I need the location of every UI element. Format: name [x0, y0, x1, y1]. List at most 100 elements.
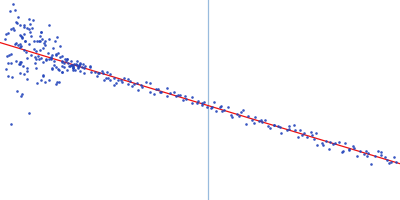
Point: [314, 144, 321, 147]
Point: [267, 126, 273, 129]
Point: [54, 36, 60, 39]
Point: [59, 60, 65, 63]
Point: [26, 27, 32, 30]
Point: [296, 129, 303, 132]
Point: [18, 95, 24, 98]
Point: [56, 69, 62, 72]
Point: [152, 88, 159, 91]
Point: [354, 154, 360, 157]
Point: [111, 76, 117, 79]
Point: [363, 150, 369, 153]
Point: [61, 61, 68, 65]
Point: [92, 71, 98, 74]
Point: [17, 62, 24, 65]
Point: [72, 62, 79, 65]
Point: [63, 60, 69, 63]
Point: [75, 66, 82, 69]
Point: [40, 46, 46, 49]
Point: [23, 50, 29, 54]
Point: [271, 123, 277, 126]
Point: [34, 81, 40, 85]
Point: [8, 62, 15, 65]
Point: [33, 66, 39, 69]
Point: [295, 135, 301, 138]
Point: [248, 119, 255, 122]
Point: [372, 154, 378, 157]
Point: [42, 44, 48, 47]
Point: [138, 83, 144, 86]
Point: [36, 39, 42, 42]
Point: [5, 31, 11, 34]
Point: [235, 114, 242, 118]
Point: [199, 103, 205, 106]
Point: [111, 84, 117, 87]
Point: [53, 53, 59, 56]
Point: [95, 71, 102, 74]
Point: [126, 79, 133, 83]
Point: [32, 55, 38, 58]
Point: [252, 115, 258, 118]
Point: [219, 110, 226, 113]
Point: [147, 81, 153, 85]
Point: [346, 147, 352, 150]
Point: [14, 21, 20, 24]
Point: [326, 147, 332, 150]
Point: [374, 149, 381, 152]
Point: [61, 65, 67, 69]
Point: [265, 124, 271, 127]
Point: [40, 60, 46, 63]
Point: [300, 131, 307, 135]
Point: [27, 30, 33, 34]
Point: [18, 35, 24, 38]
Point: [211, 101, 218, 104]
Point: [16, 63, 23, 66]
Point: [64, 57, 70, 60]
Point: [67, 65, 73, 68]
Point: [391, 155, 397, 158]
Point: [245, 115, 252, 118]
Point: [255, 120, 262, 123]
Point: [88, 71, 94, 74]
Point: [164, 95, 170, 98]
Point: [40, 73, 46, 76]
Point: [323, 139, 329, 142]
Point: [10, 27, 17, 30]
Point: [52, 52, 59, 55]
Point: [70, 64, 76, 67]
Point: [76, 63, 83, 66]
Point: [225, 106, 231, 109]
Point: [113, 81, 119, 85]
Point: [277, 132, 284, 135]
Point: [28, 26, 35, 30]
Point: [103, 70, 110, 73]
Point: [70, 65, 76, 68]
Point: [193, 101, 200, 104]
Point: [194, 99, 201, 102]
Point: [77, 61, 83, 64]
Point: [36, 57, 43, 60]
Point: [48, 53, 55, 57]
Point: [308, 133, 315, 136]
Point: [35, 55, 41, 58]
Point: [48, 56, 54, 59]
Point: [18, 92, 25, 95]
Point: [20, 64, 27, 68]
Point: [79, 65, 85, 68]
Point: [158, 90, 164, 94]
Point: [37, 49, 43, 52]
Point: [339, 150, 345, 153]
Point: [238, 111, 244, 114]
Point: [381, 156, 388, 159]
Point: [18, 61, 24, 64]
Point: [228, 116, 235, 119]
Point: [77, 70, 84, 73]
Point: [17, 42, 24, 45]
Point: [332, 141, 338, 144]
Point: [33, 49, 39, 53]
Point: [106, 72, 113, 75]
Point: [221, 109, 228, 112]
Point: [365, 151, 372, 155]
Point: [62, 57, 68, 61]
Point: [51, 63, 58, 67]
Point: [346, 148, 352, 152]
